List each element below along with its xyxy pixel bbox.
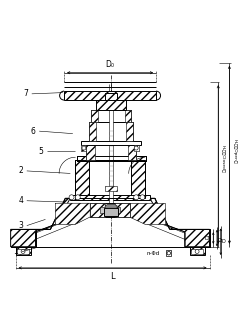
Bar xyxy=(191,249,203,254)
Bar xyxy=(115,203,130,217)
Bar xyxy=(76,155,146,161)
Bar xyxy=(134,145,139,151)
Text: D: D xyxy=(221,239,225,244)
Circle shape xyxy=(195,250,199,253)
Bar xyxy=(86,144,136,160)
Bar xyxy=(92,110,98,122)
Bar xyxy=(109,106,113,211)
Text: 2: 2 xyxy=(18,166,23,175)
Text: 7: 7 xyxy=(23,89,28,98)
Bar xyxy=(131,160,145,198)
Bar xyxy=(104,208,118,216)
Polygon shape xyxy=(56,203,90,224)
Text: 5: 5 xyxy=(38,147,43,155)
Bar xyxy=(17,249,29,254)
Circle shape xyxy=(140,195,145,200)
Bar xyxy=(76,155,146,161)
Bar xyxy=(96,100,126,110)
Polygon shape xyxy=(190,247,204,256)
Bar xyxy=(92,110,131,122)
Text: D₁: D₁ xyxy=(218,238,223,243)
Bar xyxy=(128,144,136,160)
Bar xyxy=(70,195,150,199)
Polygon shape xyxy=(185,229,210,247)
Circle shape xyxy=(134,146,138,150)
Text: 4: 4 xyxy=(18,196,23,205)
Circle shape xyxy=(134,195,139,200)
Polygon shape xyxy=(16,247,30,256)
Bar xyxy=(89,122,96,141)
Polygon shape xyxy=(130,203,165,224)
Polygon shape xyxy=(105,204,117,208)
Bar xyxy=(166,251,172,256)
Bar xyxy=(126,122,133,141)
Bar xyxy=(64,91,156,100)
Bar xyxy=(75,160,145,198)
Text: H₂（开Open）: H₂（开Open） xyxy=(232,139,236,163)
Bar xyxy=(90,203,130,217)
Text: L: L xyxy=(110,272,115,281)
Bar xyxy=(75,160,89,198)
Text: 3: 3 xyxy=(18,221,23,230)
Circle shape xyxy=(75,195,80,200)
Polygon shape xyxy=(11,229,36,247)
Bar xyxy=(100,207,120,213)
Bar xyxy=(82,145,86,151)
Polygon shape xyxy=(150,198,210,247)
Bar xyxy=(82,141,141,145)
Text: 1: 1 xyxy=(13,247,18,256)
Bar xyxy=(89,122,133,141)
Circle shape xyxy=(69,195,74,200)
Text: H₁（关Closed）: H₁（关Closed） xyxy=(221,145,225,172)
Bar xyxy=(105,186,117,191)
Circle shape xyxy=(21,250,25,253)
Circle shape xyxy=(167,251,170,255)
Bar xyxy=(86,144,95,160)
Text: 6: 6 xyxy=(30,127,36,136)
Text: DN: DN xyxy=(204,236,212,241)
Bar xyxy=(105,93,117,100)
Circle shape xyxy=(82,146,86,150)
Text: D₀: D₀ xyxy=(106,60,114,69)
Polygon shape xyxy=(11,198,70,247)
Bar xyxy=(90,203,105,217)
Bar xyxy=(124,110,131,122)
Text: n-Φd: n-Φd xyxy=(147,251,160,256)
